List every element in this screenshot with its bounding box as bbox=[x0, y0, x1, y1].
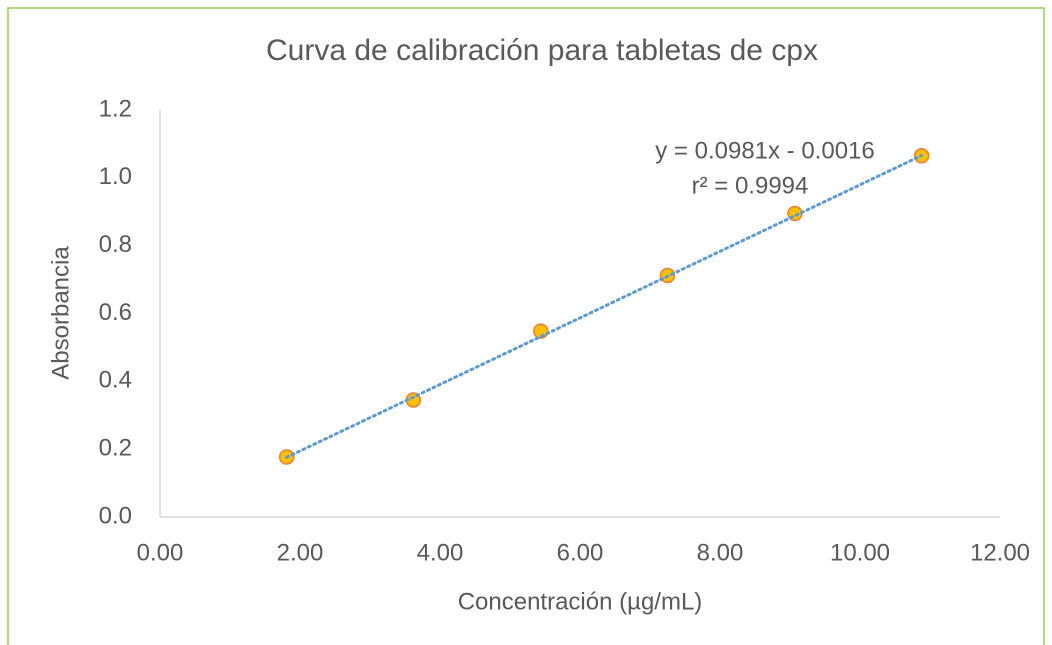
y-tick-label: 0.6 bbox=[99, 299, 132, 326]
trendline bbox=[285, 154, 924, 459]
y-tick-label: 0.2 bbox=[99, 435, 132, 462]
chart-title: Curva de calibración para tabletas de cp… bbox=[266, 34, 818, 67]
y-tick-label: 1.2 bbox=[99, 95, 132, 122]
trendline-r2: r² = 0.9994 bbox=[692, 172, 809, 199]
y-tick-label: 0.4 bbox=[99, 367, 132, 394]
x-tick-label: 0.00 bbox=[137, 539, 184, 566]
x-tick-label: 10.00 bbox=[830, 539, 890, 566]
y-tick-label: 0.0 bbox=[99, 502, 132, 529]
y-tick-label: 1.0 bbox=[99, 163, 132, 190]
x-tick-label: 8.00 bbox=[697, 539, 744, 566]
x-tick-label: 6.00 bbox=[557, 539, 604, 566]
y-tick-label: 0.8 bbox=[99, 231, 132, 258]
x-axis-title: Concentración (µg/mL) bbox=[458, 588, 703, 615]
x-tick-label: 4.00 bbox=[417, 539, 464, 566]
y-axis-title: Absorbancia bbox=[47, 246, 74, 380]
x-tick-label: 2.00 bbox=[277, 539, 324, 566]
chart-border bbox=[7, 7, 1045, 645]
x-tick-label: 12.00 bbox=[970, 539, 1030, 566]
trendline-equation: y = 0.0981x - 0.0016 bbox=[655, 137, 875, 164]
